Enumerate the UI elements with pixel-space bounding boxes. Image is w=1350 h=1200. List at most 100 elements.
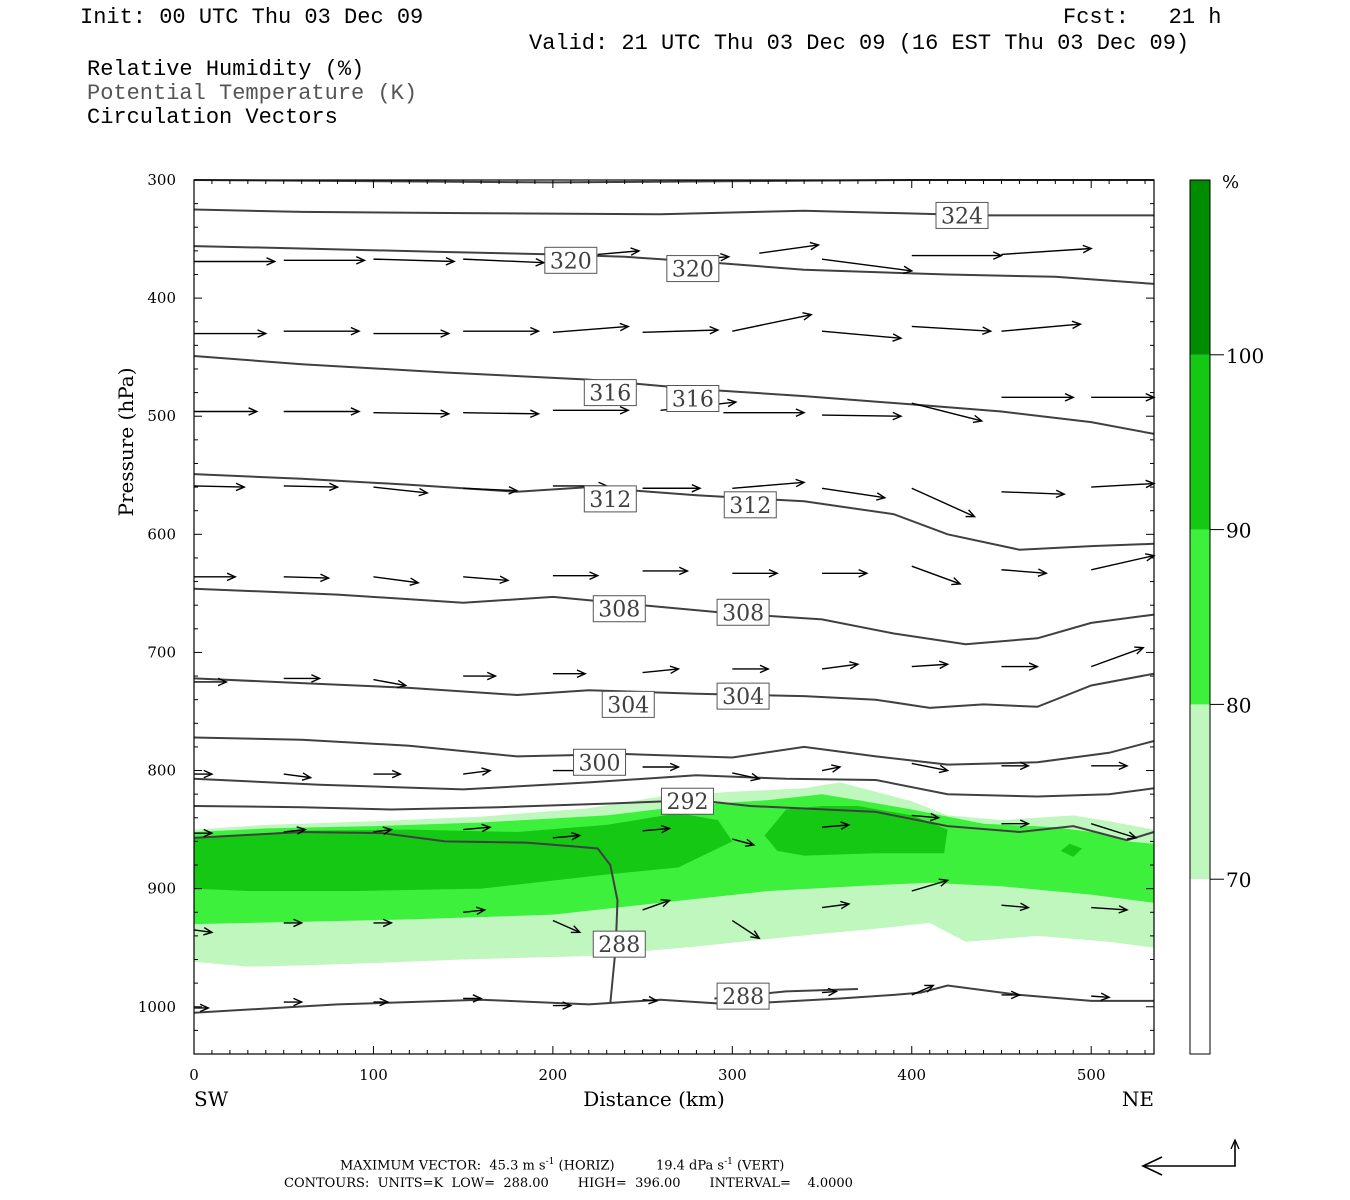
vector-arrow-87 — [283, 918, 304, 928]
vector-arrow-16 — [732, 312, 813, 332]
contour-info-line: CONTOURS: UNITS=K LOW= 288.00 HIGH= 396.… — [284, 1176, 853, 1191]
vector-arrow-10 — [194, 329, 268, 338]
vector-arrow-88 — [373, 918, 394, 928]
colorbar-segment-0 — [1190, 879, 1210, 1054]
vector-arrow-6 — [759, 241, 821, 254]
colorbar-segment-4 — [1190, 180, 1210, 355]
colorbar-level-100: 100 — [1226, 344, 1264, 368]
field-theta-label: Potential Temperature (K) — [87, 81, 418, 106]
contour-label-3: 316 — [583, 379, 637, 407]
vector-arrow-95 — [1001, 902, 1031, 912]
vector-arrow-85 — [1090, 823, 1138, 840]
contour-label-6: 312 — [723, 491, 777, 519]
vector-arrow-81 — [732, 838, 756, 848]
vector-arrow-65 — [283, 772, 313, 781]
theta-contour-7 — [193, 736, 1155, 766]
svg-text:316: 316 — [589, 382, 631, 407]
svg-text:320: 320 — [550, 249, 592, 274]
contour-label-13: 288 — [592, 930, 646, 958]
vector-arrow-63 — [1090, 646, 1145, 668]
vector-arrow-14 — [552, 322, 630, 334]
theta-contour-10 — [193, 984, 1154, 1014]
colorbar-segment-1 — [1190, 704, 1210, 880]
vector-arrow-51 — [1001, 568, 1049, 577]
vector-arrow-22 — [373, 409, 451, 419]
vector-arrow-2 — [373, 256, 456, 266]
circulation-vector-layer — [193, 241, 1156, 1013]
colorbar-level-80: 80 — [1226, 693, 1251, 717]
vector-arrow-0 — [194, 257, 277, 266]
svg-text:308: 308 — [722, 601, 764, 626]
vector-arrow-98 — [283, 997, 304, 1007]
svg-text:308: 308 — [598, 598, 640, 623]
theta-contour-1 — [193, 208, 1154, 217]
vector-arrow-32 — [283, 482, 340, 492]
vector-arrow-93 — [821, 900, 851, 910]
vector-arrow-15 — [642, 325, 720, 335]
vector-arrow-49 — [822, 568, 869, 578]
svg-text:292: 292 — [666, 790, 708, 815]
vector-arrow-64 — [194, 769, 214, 779]
contour-label-2: 320 — [666, 255, 720, 283]
vector-arrow-97 — [194, 1003, 211, 1013]
vector-arrow-57 — [552, 669, 587, 679]
x-tick-label-200: 200 — [539, 1066, 568, 1084]
vector-arrow-60 — [821, 661, 860, 670]
colorbar-unit: % — [1222, 172, 1239, 193]
vector-arrow-20 — [194, 407, 259, 416]
reference-vector-icon — [1141, 1138, 1240, 1176]
vector-arrow-92 — [731, 919, 761, 940]
vector-arrow-53 — [194, 677, 229, 687]
y-tick-label-800: 800 — [147, 762, 176, 780]
vector-arrow-36 — [642, 483, 702, 493]
vector-arrow-39 — [911, 487, 977, 518]
vector-arrow-30 — [1091, 393, 1156, 402]
vector-arrow-59 — [732, 664, 770, 674]
vector-arrow-84 — [1001, 819, 1031, 828]
svg-text:312: 312 — [589, 488, 631, 513]
vector-arrow-8 — [911, 251, 1004, 260]
rh-band-90-100-spot — [1060, 843, 1083, 857]
vector-arrow-76 — [283, 826, 307, 835]
vector-arrow-56 — [463, 671, 498, 681]
vector-arrow-101 — [552, 1001, 573, 1010]
vector-arrow-4 — [597, 247, 641, 256]
vector-arrow-100 — [463, 994, 483, 1003]
vector-arrow-1 — [283, 256, 367, 265]
vector-arrow-28 — [911, 402, 984, 424]
svg-text:288: 288 — [598, 933, 640, 958]
rh-fill-layer — [194, 782, 1154, 967]
vector-arrow-24 — [552, 406, 630, 415]
vector-arrow-41 — [1091, 479, 1156, 489]
vector-arrow-42 — [194, 572, 237, 582]
vector-arrow-107 — [1091, 992, 1111, 1002]
vector-arrow-47 — [642, 566, 690, 576]
svg-text:288: 288 — [722, 985, 764, 1010]
x-end-label-sw: SW — [194, 1087, 229, 1111]
vector-arrow-72 — [911, 762, 950, 774]
contour-label-layer: 324 320 320 316 316 312 312 308 308 304 304 300 292 2… — [544, 201, 989, 1010]
contour-label-11: 300 — [573, 748, 627, 776]
valid-time: Valid: 21 UTC Thu 03 Dec 09 (16 EST Thu … — [529, 31, 1190, 56]
vector-arrow-62 — [1001, 662, 1040, 671]
vector-arrow-89 — [463, 906, 487, 916]
y-tick-label-1000: 1000 — [138, 998, 176, 1016]
vector-arrow-105 — [911, 984, 935, 996]
vector-arrow-71 — [821, 764, 842, 773]
colorbar: 70 80 90 100% — [1189, 172, 1264, 1055]
y-tick-label-700: 700 — [147, 643, 176, 661]
vector-arrow-17 — [821, 330, 903, 342]
contour-label-5: 312 — [583, 485, 637, 513]
vector-arrow-12 — [373, 329, 451, 338]
svg-text:312: 312 — [729, 494, 771, 519]
contour-label-0: 324 — [935, 201, 989, 229]
x-tick-label-100: 100 — [359, 1066, 388, 1084]
field-rh-label: Relative Humidity (%) — [87, 57, 365, 82]
vector-arrow-19 — [1001, 320, 1083, 332]
vector-arrow-78 — [463, 823, 492, 833]
svg-text:304: 304 — [607, 693, 649, 718]
colorbar-segment-3 — [1190, 354, 1210, 530]
x-end-label-ne: NE — [1122, 1087, 1154, 1111]
vector-arrow-77 — [373, 826, 394, 835]
contour-label-8: 308 — [716, 598, 770, 626]
